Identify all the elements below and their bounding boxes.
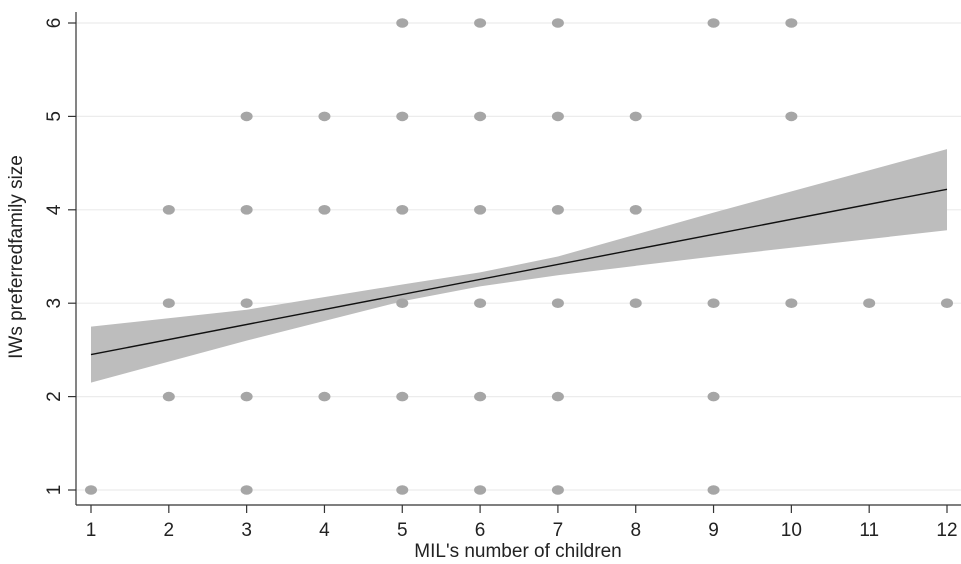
data-point-6-5 xyxy=(474,111,487,122)
x-tick-label-3: 3 xyxy=(241,520,252,541)
confidence-band xyxy=(91,149,947,383)
data-point-6-1 xyxy=(474,485,487,495)
x-tick-label-4: 4 xyxy=(319,520,330,541)
data-point-3-5 xyxy=(240,111,253,122)
data-point-8-5 xyxy=(629,111,642,122)
data-point-12-3 xyxy=(941,298,953,309)
x-axis-title: MIL's number of children xyxy=(414,541,621,559)
data-point-9-3 xyxy=(707,298,720,309)
y-tick-label-2: 2 xyxy=(44,391,65,402)
data-point-9-6 xyxy=(707,18,720,28)
data-point-4-2 xyxy=(318,391,331,402)
x-tick-label-8: 8 xyxy=(630,520,641,541)
y-axis-title: IWs preferredfamily size xyxy=(6,155,27,359)
data-point-5-3 xyxy=(396,298,409,309)
data-point-5-6 xyxy=(396,18,409,28)
y-tick-label-1: 1 xyxy=(44,485,65,496)
data-point-4-4 xyxy=(318,205,331,215)
gridlines xyxy=(76,22,961,491)
data-point-10-3 xyxy=(785,298,798,309)
data-point-2-4 xyxy=(162,205,175,215)
data-point-9-1 xyxy=(707,485,720,495)
x-tick-label-10: 10 xyxy=(781,520,802,541)
fit-line-layer xyxy=(90,188,948,356)
scatter-points xyxy=(85,18,953,495)
data-point-7-2 xyxy=(551,391,564,402)
data-point-2-2 xyxy=(162,391,175,402)
data-point-11-3 xyxy=(863,298,876,309)
y-tick-label-6: 6 xyxy=(44,18,65,29)
data-point-7-1 xyxy=(551,485,564,495)
data-point-7-3 xyxy=(551,298,564,309)
data-point-2-3 xyxy=(162,298,175,309)
data-point-1-1 xyxy=(85,485,97,495)
data-point-5-4 xyxy=(396,205,409,215)
x-tick-label-2: 2 xyxy=(164,520,175,541)
x-tick-label-11: 11 xyxy=(859,520,879,541)
data-point-5-2 xyxy=(396,391,409,402)
data-point-7-5 xyxy=(551,111,564,122)
data-point-4-5 xyxy=(318,111,331,122)
confidence-band-layer xyxy=(91,149,947,383)
data-point-3-3 xyxy=(240,298,253,309)
data-point-3-1 xyxy=(240,485,253,495)
data-point-10-5 xyxy=(785,111,798,122)
data-point-9-2 xyxy=(707,391,720,402)
x-tick-label-12: 12 xyxy=(936,520,957,541)
y-tick-label-5: 5 xyxy=(44,111,65,122)
x-tick-label-9: 9 xyxy=(708,520,719,541)
x-tick-label-6: 6 xyxy=(475,520,486,541)
data-point-7-6 xyxy=(551,18,564,28)
data-point-6-6 xyxy=(474,18,487,28)
data-point-3-2 xyxy=(240,391,253,402)
data-point-8-3 xyxy=(629,298,642,309)
data-point-5-5 xyxy=(396,111,409,122)
x-tick-label-7: 7 xyxy=(553,520,564,541)
data-point-6-2 xyxy=(474,391,487,402)
data-point-7-4 xyxy=(551,205,564,215)
data-point-6-3 xyxy=(474,298,487,309)
data-point-5-1 xyxy=(396,485,409,495)
x-tick-label-5: 5 xyxy=(397,520,408,541)
data-point-3-4 xyxy=(240,205,253,215)
data-point-10-6 xyxy=(785,18,798,28)
data-point-6-4 xyxy=(474,205,487,215)
y-tick-label-4: 4 xyxy=(44,204,65,215)
x-tick-label-1: 1 xyxy=(86,520,97,541)
y-tick-label-3: 3 xyxy=(44,298,65,309)
fit-line xyxy=(90,188,948,356)
data-point-8-4 xyxy=(629,205,642,215)
